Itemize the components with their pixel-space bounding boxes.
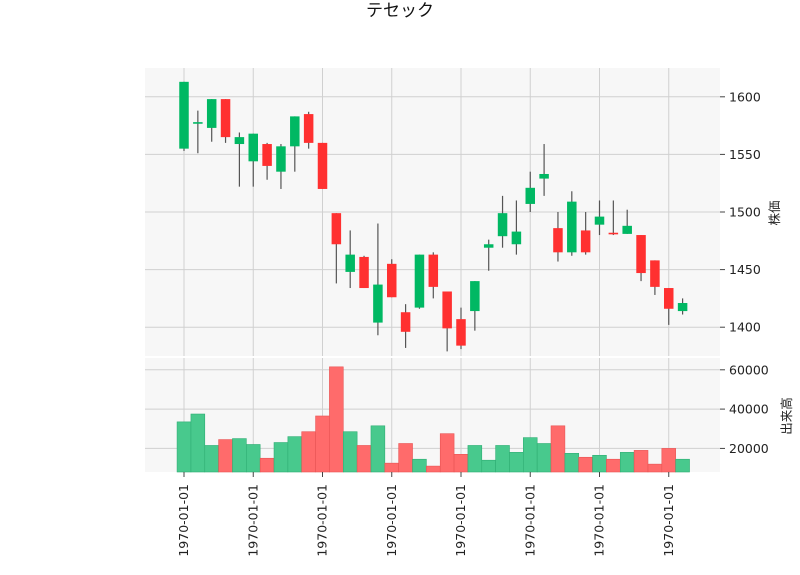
volume-panel: 20000 40000 60000 (145, 358, 769, 473)
candle-body (664, 288, 674, 309)
x-tick-label: 1970-01-01 (245, 484, 260, 557)
candle-body (483, 244, 494, 248)
x-axis: 1970-01-01 1970-01-01 1970-01-01 1970-01-01… (176, 472, 676, 557)
candle-body (303, 114, 314, 143)
candle-body (373, 284, 383, 323)
x-tick-label: 1970-01-01 (176, 484, 191, 557)
volume-bar (675, 458, 690, 473)
volume-tick-label: 40000 (729, 402, 769, 417)
price-tick-label: 1450 (729, 262, 761, 277)
x-tick-label: 1970-01-01 (592, 484, 607, 557)
volume-bar (259, 457, 275, 473)
volume-bar (647, 463, 663, 473)
volume-bar (426, 465, 441, 473)
candle-body (650, 260, 660, 287)
candle-body (539, 173, 549, 179)
candle-body (193, 122, 203, 124)
volume-bar (550, 425, 566, 473)
volume-bar (619, 452, 635, 473)
candle-body (262, 144, 272, 166)
candle-body (594, 216, 605, 225)
volume-bar (301, 431, 316, 473)
x-tick-label: 1970-01-01 (384, 484, 399, 557)
volume-bar (176, 421, 192, 473)
candle-body (497, 213, 508, 237)
volume-bar (606, 458, 621, 473)
volume-bar (315, 415, 330, 473)
volume-bar (564, 453, 580, 473)
candle-body (414, 254, 425, 308)
candle-body (525, 187, 535, 204)
volume-tick-label: 20000 (729, 441, 769, 456)
candle-body (677, 303, 688, 312)
candle-body (442, 291, 452, 329)
x-tick-label: 1970-01-01 (522, 484, 537, 557)
volume-bar (481, 459, 496, 473)
price-tick-label: 1600 (729, 89, 761, 104)
candle-body (580, 230, 591, 253)
x-tick-label: 1970-01-01 (453, 484, 468, 557)
volume-bar (523, 437, 538, 473)
price-panel: 1400 1450 1500 1550 1600 (145, 68, 761, 356)
volume-bar (578, 456, 593, 473)
candle-body (290, 116, 300, 147)
volume-bar (204, 445, 219, 473)
volume-bar (356, 445, 372, 473)
candle-body (359, 256, 369, 289)
candle-body (553, 228, 563, 253)
candle-body (511, 231, 522, 245)
volume-bar (453, 454, 469, 473)
candle-body (400, 312, 411, 332)
candle-body (331, 213, 342, 245)
volume-bar (246, 444, 261, 473)
candle-body (608, 232, 619, 235)
candle-body (622, 225, 632, 234)
volume-bar (273, 442, 289, 473)
candle-body (248, 133, 258, 162)
volume-bar (536, 443, 552, 473)
volume-bar (592, 454, 607, 473)
volume-bar (509, 452, 524, 473)
candle-body (234, 137, 245, 145)
volume-bar (633, 450, 649, 473)
x-tick-label: 1970-01-01 (315, 484, 330, 557)
volume-bar (412, 458, 427, 473)
chart-title: テセック (366, 1, 434, 21)
volume-bar (439, 433, 455, 473)
volume-bar (661, 448, 676, 473)
price-axis-title: 株価 (767, 200, 782, 225)
volume-bar (467, 445, 483, 473)
volume-bar (398, 443, 413, 473)
candle-body (470, 281, 480, 312)
candle-body (206, 99, 217, 128)
volume-tick-label: 60000 (729, 362, 769, 377)
volume-bar (218, 439, 233, 473)
candle-body (317, 142, 328, 189)
price-tick-label: 1400 (729, 320, 761, 335)
volume-bar (232, 438, 247, 473)
candle-body (567, 201, 577, 253)
candle-body (345, 254, 355, 272)
volume-bar (384, 462, 399, 473)
price-tick-label: 1550 (729, 147, 761, 162)
candle-body (179, 81, 189, 149)
candle-body (276, 146, 286, 172)
candle-body (220, 99, 231, 138)
volume-axis-title: 出来高 (779, 397, 794, 435)
x-tick-label: 1970-01-01 (661, 484, 676, 557)
candle-body (428, 254, 439, 287)
candle-body (456, 319, 466, 346)
volume-bar (190, 413, 206, 473)
volume-bar (495, 445, 510, 473)
volume-bar (342, 431, 358, 473)
price-tick-label: 1500 (729, 205, 761, 220)
volume-bar (329, 366, 344, 473)
candle-body (636, 235, 646, 274)
volume-bar (287, 436, 303, 473)
volume-bar (370, 425, 386, 473)
candle-body (387, 263, 397, 298)
